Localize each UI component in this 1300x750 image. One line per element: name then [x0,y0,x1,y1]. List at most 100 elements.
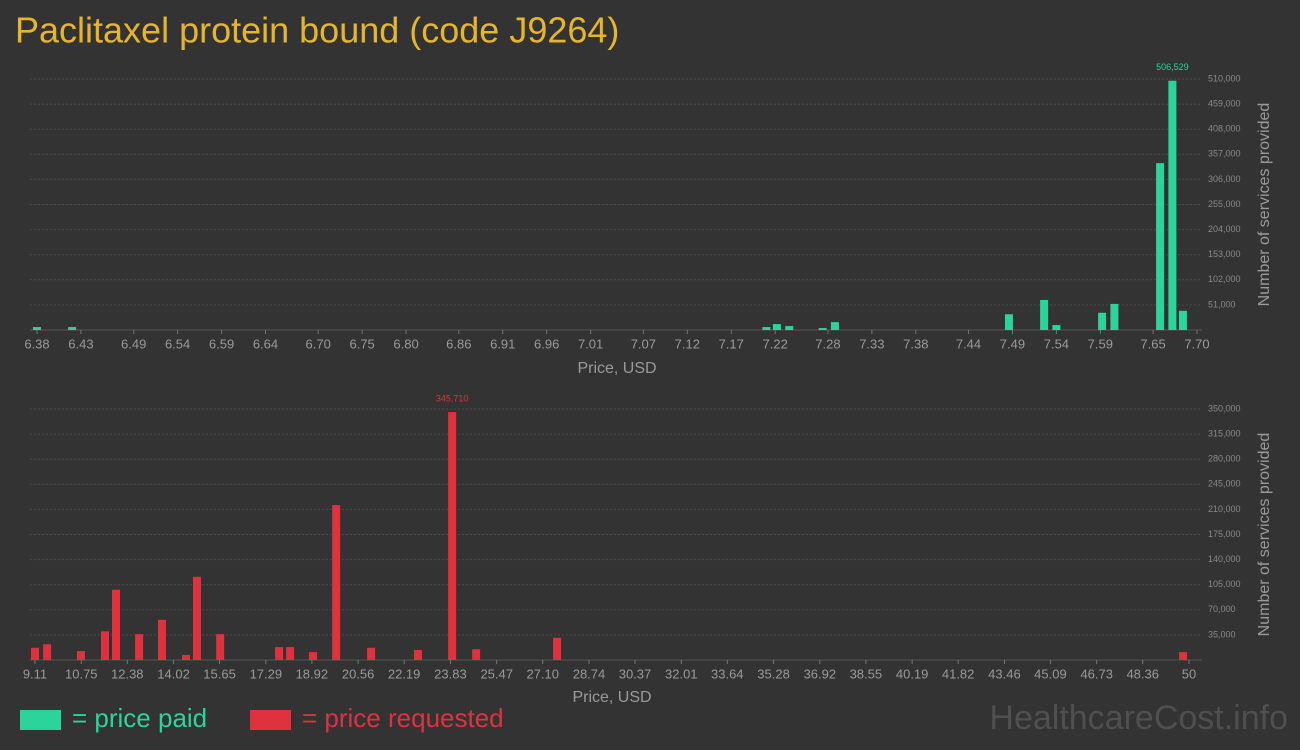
bar [785,326,794,330]
bar [1004,314,1013,330]
bar [762,327,771,330]
y-tick-label: 245,000 [1208,479,1241,489]
value-label: 506,529 [1156,62,1189,72]
y-tick-label: 255,000 [1208,199,1241,209]
legend-label: = price paid [72,703,207,733]
bar [135,634,144,660]
bar [308,652,317,660]
bar [1178,310,1187,330]
y-tick-label: 357,000 [1208,149,1241,159]
bar [367,647,376,660]
x-tick-label: 45.09 [1034,666,1067,681]
x-tick-label: 14.02 [157,666,190,681]
bar [448,412,457,660]
y-tick-label: 140,000 [1208,554,1241,564]
x-tick-label: 6.49 [121,336,146,351]
x-tick-label: 7.70 [1184,336,1209,351]
y-tick-label: 70,000 [1208,604,1236,614]
y-tick-label: 306,000 [1208,174,1241,184]
y-tick-label: 210,000 [1208,504,1241,514]
x-tick-label: 50 [1182,666,1196,681]
bar [33,327,41,330]
x-tick-label: 7.28 [815,336,840,351]
x-tick-label: 48.36 [1126,666,1159,681]
bar [818,328,827,330]
page-title: Paclitaxel protein bound (code J9264) [15,10,619,51]
x-tick-label: 7.22 [763,336,788,351]
bar [1040,299,1049,330]
x-tick-label: 7.59 [1088,336,1113,351]
y-tick-label: 153,000 [1208,249,1241,259]
x-axis-title: Price, USD [577,360,656,377]
y-tick-label: 51,000 [1208,299,1236,309]
x-tick-label: 6.91 [490,336,515,351]
y-tick-label: 350,000 [1208,403,1241,413]
y-tick-label: 35,000 [1208,629,1236,639]
bar [830,322,839,330]
bar [111,589,120,660]
y-tick-label: 204,000 [1208,224,1241,234]
y-tick-label: 510,000 [1208,73,1241,83]
bar [1156,163,1165,330]
x-tick-label: 12.38 [111,666,144,681]
bar [332,505,341,660]
x-tick-label: 6.80 [393,336,418,351]
x-tick-label: 7.33 [859,336,884,351]
x-tick-label: 6.96 [534,336,559,351]
y-tick-label: 459,000 [1208,98,1241,108]
x-tick-label: 18.92 [296,666,329,681]
x-tick-label: 33.64 [711,666,744,681]
x-tick-label: 17.29 [250,666,283,681]
y-tick-label: 280,000 [1208,454,1241,464]
x-tick-label: 6.38 [24,336,49,351]
x-tick-label: 41.82 [942,666,975,681]
bar [68,327,77,330]
bar [472,649,481,660]
x-tick-label: 27.10 [526,666,559,681]
y-tick-label: 102,000 [1208,274,1241,284]
bar [1110,303,1119,330]
watermark: HealthcareCost.info [989,699,1288,737]
x-tick-label: 7.17 [719,336,744,351]
y-tick-label: 315,000 [1208,428,1241,438]
x-tick-label: 6.75 [349,336,374,351]
value-label: 345,710 [436,393,469,403]
bar [157,619,166,660]
y-tick-label: 105,000 [1208,579,1241,589]
bar [275,647,284,660]
y-tick-label: 175,000 [1208,529,1241,539]
legend-swatch [20,710,61,730]
x-tick-label: 9.11 [23,666,47,681]
bar [77,651,86,660]
x-tick-label: 6.59 [209,336,234,351]
x-tick-label: 35.28 [757,666,790,681]
y-tick-label: 408,000 [1208,124,1241,134]
bar [1168,80,1177,330]
x-tick-label: 20.56 [342,666,375,681]
bar [1179,652,1188,660]
x-tick-label: 6.54 [165,336,190,351]
x-tick-label: 46.73 [1080,666,1113,681]
legend-swatch [250,710,291,730]
x-tick-label: 6.43 [68,336,93,351]
x-tick-label: 7.01 [578,336,603,351]
x-tick-label: 32.01 [665,666,698,681]
bar [216,634,225,660]
bar [100,631,109,660]
x-tick-label: 25.47 [480,666,513,681]
bar [181,654,190,660]
y-axis-title: Number of services provided [1256,103,1273,307]
x-tick-label: 10.75 [65,666,98,681]
x-tick-label: 7.07 [631,336,656,351]
x-tick-label: 15.65 [203,666,236,681]
bar [772,324,781,330]
x-tick-label: 6.70 [306,336,331,351]
bar [1052,325,1061,330]
x-tick-label: 28.74 [573,666,606,681]
x-tick-label: 23.83 [434,666,467,681]
bar [192,576,201,660]
x-tick-label: 6.86 [446,336,471,351]
x-tick-label: 30.37 [619,666,652,681]
